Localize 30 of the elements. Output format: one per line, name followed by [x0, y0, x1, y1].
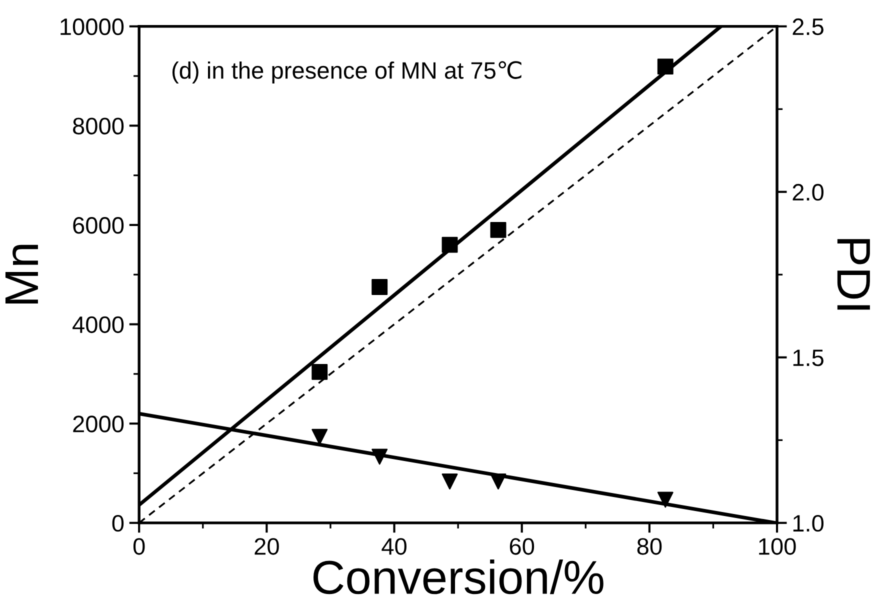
point — [490, 474, 506, 490]
x-tick-label: 0 — [133, 538, 145, 555]
point — [372, 279, 388, 296]
y-tick-label: 6000 — [73, 217, 124, 234]
x-tick-label: 20 — [254, 538, 279, 555]
y2-tick-label: 1.0 — [793, 514, 824, 532]
x-tick-label: 60 — [510, 538, 534, 555]
y2-axis-title: PDI — [837, 239, 870, 310]
y-tick-label: 8000 — [73, 118, 124, 134]
y-tick-label: 4000 — [72, 316, 124, 334]
point — [490, 222, 506, 238]
point — [312, 364, 328, 380]
y2-tick-label: 2.5 — [792, 18, 824, 36]
x-tick-label: 40 — [382, 538, 406, 555]
x-axis-title: Conversion/% — [313, 559, 604, 594]
y-tick-label: 0 — [112, 514, 124, 532]
point — [657, 58, 674, 75]
x-tick-label: 100 — [759, 538, 796, 555]
y-axis-title: Mn — [5, 244, 38, 304]
point — [442, 236, 458, 253]
x-tick-label: 80 — [637, 538, 662, 555]
point — [312, 428, 328, 445]
point — [372, 448, 388, 465]
annotation: (d) in the presence of MN at 75℃ — [172, 61, 522, 84]
y-tick-label: 2000 — [73, 416, 124, 432]
point — [442, 474, 458, 490]
y2-tick-label: 1.5 — [793, 350, 824, 366]
point — [657, 492, 674, 508]
y-tick-label: 10000 — [60, 18, 124, 36]
y2-tick-label: 2.0 — [792, 184, 824, 201]
